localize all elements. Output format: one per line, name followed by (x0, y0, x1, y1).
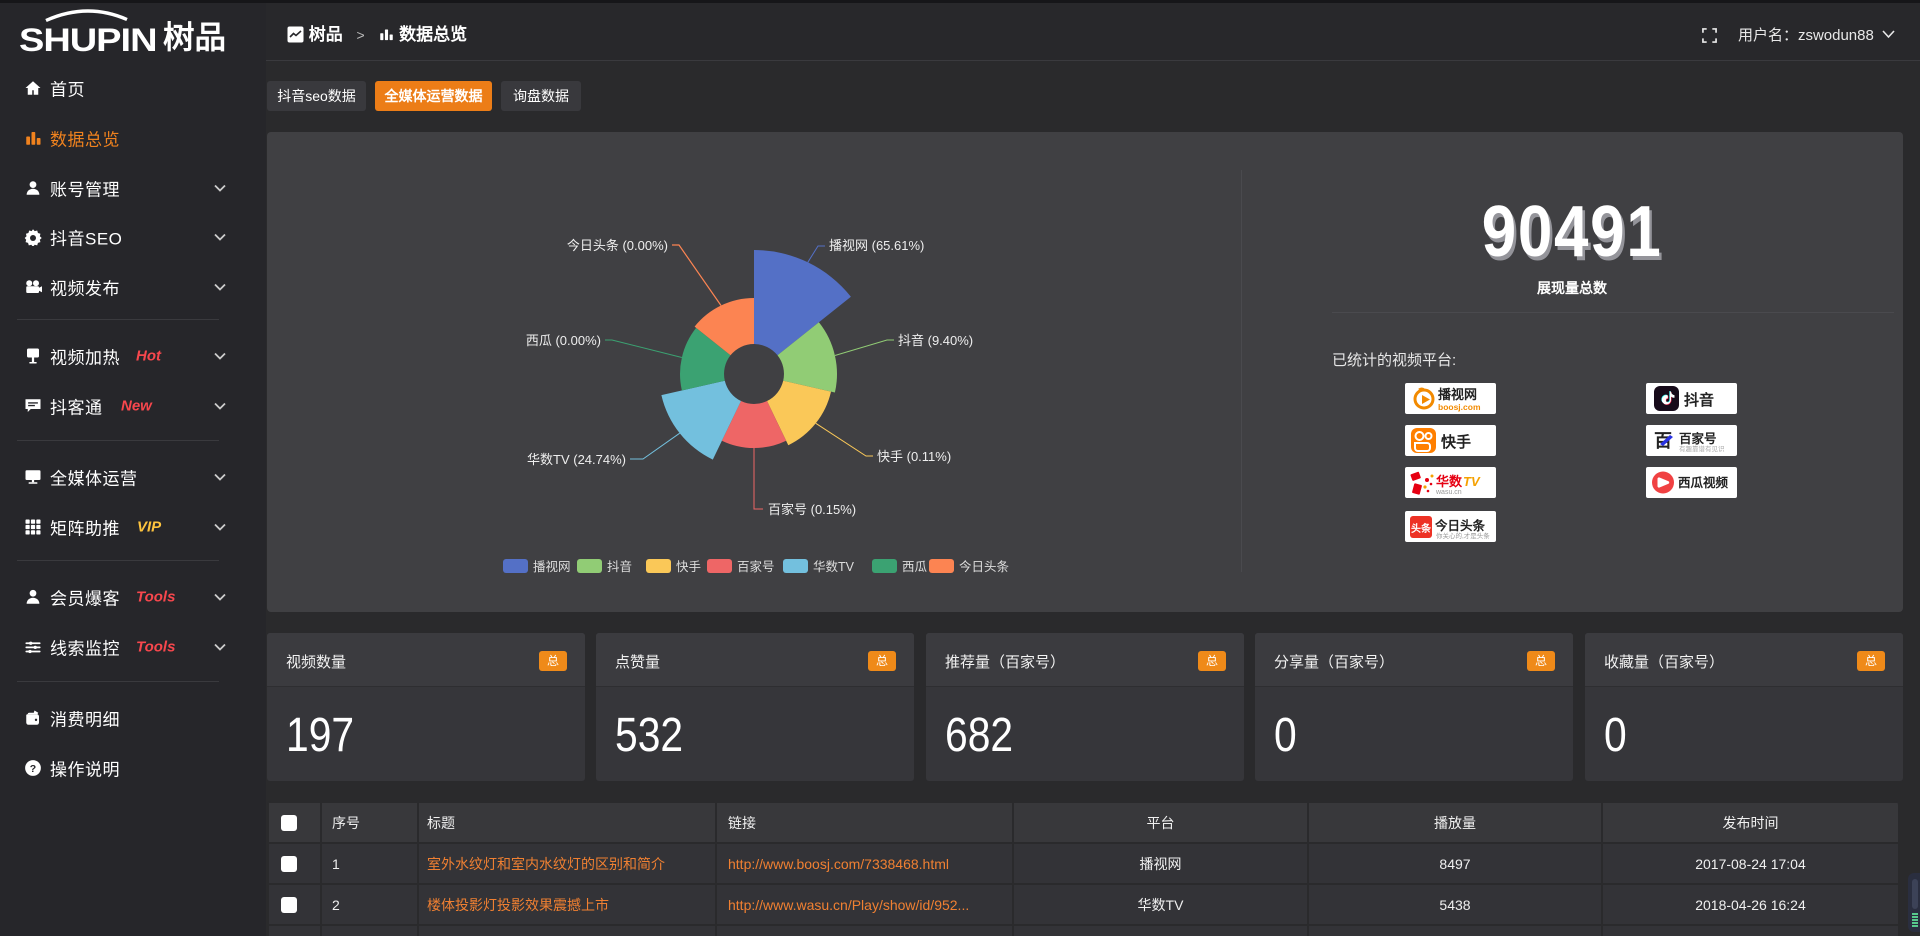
svg-text:今日头条: 今日头条 (1434, 518, 1486, 533)
svg-text:今日头条: 今日头条 (959, 559, 1010, 574)
svg-text:SHUPIN: SHUPIN (19, 23, 157, 59)
svg-text:头条: 头条 (1411, 522, 1432, 535)
svg-text:抖音 (9.40%): 抖音 (9.40%) (898, 333, 973, 348)
svg-text:西瓜视频: 西瓜视频 (1678, 475, 1729, 490)
svg-text:抖音: 抖音 (1684, 391, 1714, 409)
svg-text:西瓜: 西瓜 (902, 560, 928, 574)
svg-text:有趣靠谱有见识: 有趣靠谱有见识 (1679, 444, 1725, 453)
svg-text:播视网 (65.61%): 播视网 (65.61%) (829, 238, 924, 253)
svg-text:百家号 (0.15%): 百家号 (0.15%) (768, 502, 856, 517)
svg-text:boosj.com: boosj.com (1438, 402, 1481, 412)
svg-text:快手: 快手 (676, 560, 701, 574)
svg-text:今日头条 (0.00%): 今日头条 (0.00%) (567, 238, 668, 253)
svg-text:西瓜 (0.00%): 西瓜 (0.00%) (526, 333, 601, 348)
svg-text:百家号: 百家号 (1679, 431, 1717, 446)
svg-text:百家号: 百家号 (737, 559, 775, 574)
svg-text:百: 百 (1654, 431, 1672, 451)
svg-text:快手 (0.11%): 快手 (0.11%) (877, 449, 951, 464)
svg-text:TV: TV (1463, 474, 1481, 489)
svg-text:华数TV: 华数TV (813, 559, 855, 574)
svg-text:华数: 华数 (1436, 474, 1463, 489)
svg-text:播视网: 播视网 (1438, 387, 1477, 402)
svg-text:抖音: 抖音 (607, 559, 632, 574)
svg-text:华数TV (24.74%): 华数TV (24.74%) (527, 452, 626, 467)
svg-text:快手: 快手 (1441, 433, 1471, 451)
svg-text:你关心的,才是头条: 你关心的,才是头条 (1436, 531, 1490, 540)
svg-text:?: ? (30, 763, 36, 775)
svg-text:树品: 树品 (163, 19, 226, 55)
svg-text:wasu.cn: wasu.cn (1435, 489, 1462, 496)
svg-text:播视网: 播视网 (533, 559, 571, 574)
